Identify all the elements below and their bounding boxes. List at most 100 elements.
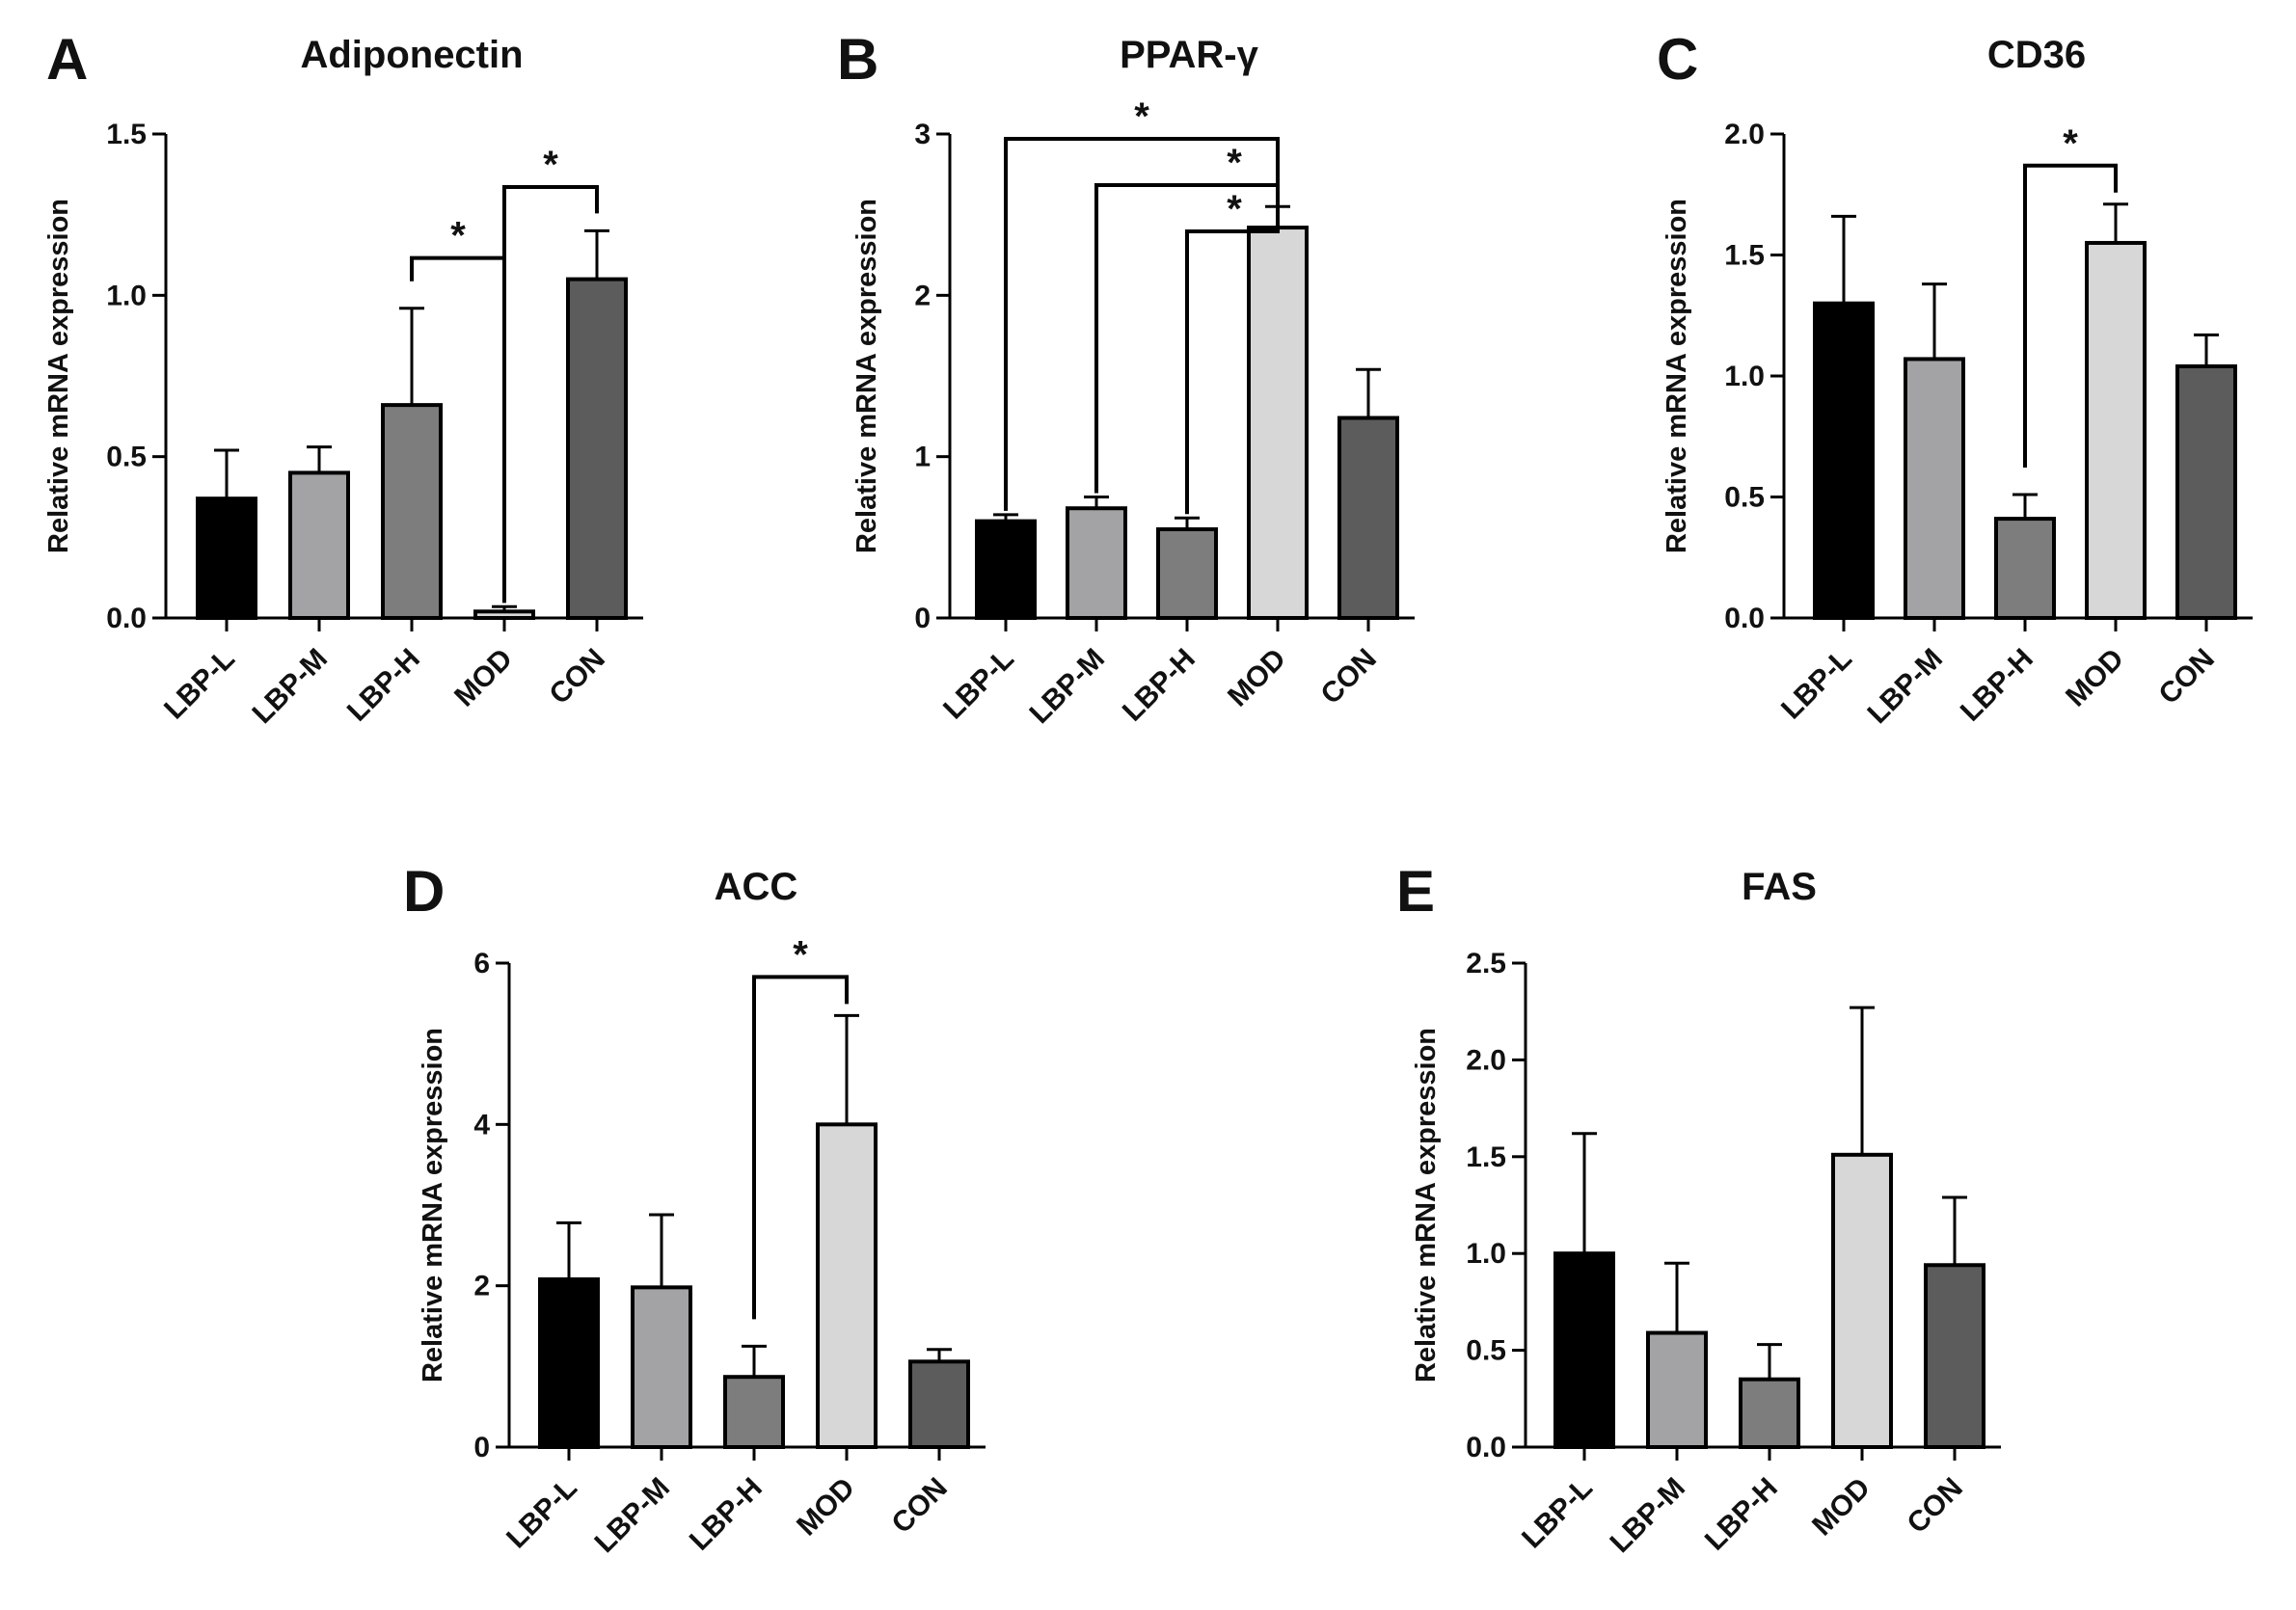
significance-star: * [793, 933, 808, 976]
chart-title: Adiponectin [300, 34, 523, 76]
x-tick-label: LBP-L [158, 643, 241, 726]
panel-letter: B [837, 27, 878, 92]
chart-title: FAS [1742, 866, 1817, 908]
bar-con [566, 277, 628, 620]
bar-lbp-m [631, 1285, 692, 1449]
y-tick-label: 0.0 [1466, 1432, 1506, 1463]
y-tick-label: 0.5 [106, 442, 147, 473]
panel-a: A Adiponectin Relative mRNA expression 0.0 0… [43, 27, 643, 730]
x-tick-label: LBP-L [1516, 1472, 1599, 1555]
significance-star: * [2063, 122, 2078, 165]
bar-lbp-h [1739, 1377, 1800, 1449]
bar-mod [1247, 226, 1309, 620]
x-tick-label: LBP-H [1699, 1472, 1784, 1557]
x-tick-label: LBP-H [684, 1472, 769, 1557]
bar-lbp-l [196, 496, 257, 621]
y-axis-title: Relative mRNA expression [43, 199, 74, 553]
y-tick-label: 1.0 [1724, 361, 1765, 392]
significance-bracket [2023, 163, 2118, 468]
bar-lbp-h [1156, 526, 1218, 621]
panel-letter: C [1657, 27, 1698, 92]
y-tick-label: 2 [473, 1271, 490, 1302]
y-tick-label: 1.0 [106, 280, 147, 311]
chart-title: CD36 [1987, 34, 2086, 76]
y-axis-title: Relative mRNA expression [418, 1028, 448, 1382]
y-tick-label: 1.5 [1466, 1141, 1506, 1173]
y-tick-label: 2 [914, 280, 931, 311]
x-tick-label: MOD [2060, 643, 2130, 713]
bar-con [1924, 1263, 1985, 1450]
y-axis-title: Relative mRNA expression [1661, 199, 1692, 553]
y-tick-label: 0 [914, 603, 931, 634]
significance-bracket [502, 185, 599, 604]
y-tick-label: 0.5 [1466, 1335, 1506, 1367]
bar-con [1337, 416, 1399, 620]
panel-letter: E [1396, 859, 1435, 924]
x-tick-label: MOD [791, 1472, 861, 1543]
y-tick-label: 0.5 [1724, 482, 1765, 514]
y-tick-label: 2.5 [1466, 948, 1506, 979]
bar-con [908, 1359, 970, 1450]
y-tick-label: 1.5 [106, 119, 147, 150]
bar-lbp-m [1904, 357, 1965, 620]
bar-lbp-l [975, 519, 1037, 620]
panel-e: E FAS Relative mRNA expression 0.0 0.5 1.0 1.5… [1396, 859, 2001, 1559]
significance-star: * [1227, 142, 1242, 184]
x-tick-label: MOD [1806, 1472, 1877, 1543]
significance-star: * [543, 144, 558, 186]
y-tick-label: 0.0 [106, 603, 147, 634]
y-axis-title: Relative mRNA expression [1411, 1028, 1442, 1382]
x-tick-label: CON [885, 1472, 953, 1540]
panel-letter: A [46, 27, 88, 92]
bar-mod [2085, 240, 2147, 620]
y-tick-label: 6 [473, 948, 490, 979]
x-tick-label: LBP-M [1604, 1472, 1690, 1559]
significance-bracket [1185, 202, 1280, 515]
y-tick-label: 2.0 [1466, 1044, 1506, 1076]
bar-lbp-m [1066, 506, 1127, 620]
x-tick-label: MOD [448, 643, 519, 713]
x-tick-label: LBP-L [937, 643, 1020, 726]
x-tick-label: CON [1901, 1472, 1968, 1540]
x-tick-label: LBP-H [1955, 643, 2039, 728]
x-tick-label: LBP-H [341, 643, 426, 728]
y-tick-label: 0.0 [1724, 603, 1765, 634]
x-tick-label: CON [2152, 643, 2220, 711]
x-tick-label: CON [1314, 643, 1382, 711]
bar-lbp-l [1553, 1251, 1615, 1449]
panel-b: B PPAR-γ Relative mRNA expression 0 1 2 3 LBP-L… [837, 27, 1415, 730]
chart-title: ACC [715, 866, 798, 908]
x-tick-label: LBP-M [1023, 643, 1110, 730]
bar-mod [473, 609, 535, 620]
y-tick-label: 3 [914, 119, 931, 150]
y-tick-label: 1 [914, 442, 931, 473]
significance-bracket [752, 975, 849, 1320]
bar-con [2175, 363, 2237, 620]
chart-title: PPAR-γ [1120, 34, 1258, 76]
y-tick-label: 4 [473, 1109, 490, 1140]
significance-star: * [450, 215, 466, 257]
bar-lbp-l [1813, 301, 1875, 620]
x-tick-label: CON [543, 643, 610, 711]
bar-lbp-h [723, 1375, 785, 1449]
significance-bracket [1094, 183, 1280, 494]
x-tick-label: LBP-H [1117, 643, 1202, 728]
x-tick-label: LBP-M [246, 643, 333, 730]
bar-lbp-h [1994, 517, 2056, 621]
significance-bracket [1004, 137, 1280, 511]
significance-star: * [1134, 95, 1149, 138]
bar-lbp-m [288, 470, 350, 620]
y-tick-label: 0 [473, 1432, 490, 1463]
bar-lbp-h [381, 403, 443, 620]
x-tick-label: LBP-M [588, 1472, 675, 1559]
bar-mod [1831, 1152, 1893, 1449]
bar-mod [816, 1122, 878, 1450]
panel-c: C CD36 Relative mRNA expression 0.0 0.5 1.0 1.… [1657, 27, 2253, 730]
x-tick-label: LBP-L [500, 1472, 583, 1555]
bar-lbp-m [1646, 1330, 1708, 1449]
significance-star: * [1227, 188, 1242, 230]
x-tick-label: MOD [1222, 643, 1292, 713]
x-tick-label: LBP-M [1861, 643, 1948, 730]
